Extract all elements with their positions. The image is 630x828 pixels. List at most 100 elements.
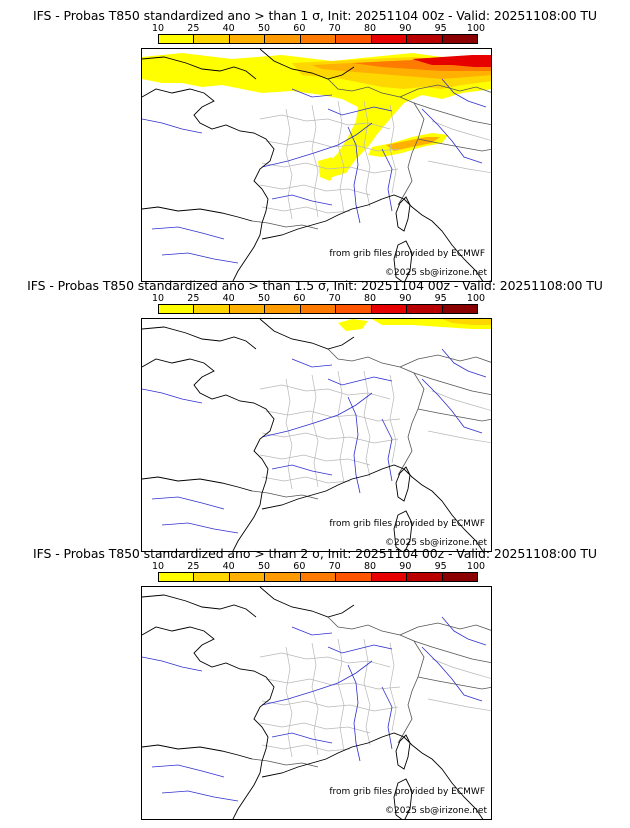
colorbar-swatch	[442, 573, 477, 581]
country-border	[399, 622, 491, 636]
department-border	[337, 100, 345, 214]
river	[161, 252, 239, 264]
department-border	[337, 370, 345, 484]
colorbar-tick-label: 10	[151, 293, 165, 304]
department-border	[311, 642, 319, 756]
department-border	[261, 432, 399, 444]
panel-title: IFS - Probas T850 standardized ano > tha…	[27, 278, 603, 293]
department-border	[363, 638, 371, 746]
source-credit: from grib files provided by ECMWF	[329, 787, 485, 797]
colorbar-tick-label: 25	[187, 561, 200, 572]
panel-sigma-2: IFS - Probas T850 standardized ano > tha…	[0, 546, 630, 822]
river	[381, 148, 393, 212]
colorbar-tick-label: 90	[399, 561, 412, 572]
river	[142, 118, 203, 134]
colorbar-tick-label: 60	[293, 293, 306, 304]
colorbar-tick-label: 10	[151, 561, 165, 572]
river	[327, 106, 393, 116]
coastline	[259, 587, 355, 618]
copyright: ©2025 sb@irizone.net	[385, 538, 487, 548]
colorbar-swatch	[194, 35, 230, 43]
river	[381, 418, 393, 482]
colorbar-swatch	[229, 305, 266, 313]
department-border	[363, 100, 371, 208]
colorbar-tick-label: 80	[363, 23, 377, 34]
country-border	[413, 102, 491, 126]
river	[441, 616, 487, 646]
island-outline	[395, 734, 411, 770]
map-france: from grib files provided by ECMWF ©2025 …	[141, 318, 492, 552]
colorbar-swatch	[265, 305, 301, 313]
colorbar-swatch	[159, 35, 195, 43]
colorbar-swatch	[300, 35, 337, 43]
colorbar-labels: 10 25 40 50 60 70 80 90 95 100	[150, 23, 490, 35]
probability-area	[338, 319, 368, 331]
colorbar-tick-label: 95	[434, 23, 447, 34]
river	[441, 348, 487, 378]
department-border	[261, 162, 399, 174]
panel-sigma-1-5: IFS - Probas T850 standardized ano > tha…	[0, 278, 630, 554]
colorbar-tick-label: 40	[222, 23, 235, 34]
coastline	[261, 464, 484, 551]
river	[151, 764, 225, 778]
river	[151, 496, 225, 510]
department-border	[311, 374, 319, 488]
colorbar-tick-label: 25	[187, 23, 200, 34]
colorbar-tick-label: 80	[363, 561, 377, 572]
colorbar-labels: 10 25 40 50 60 70 80 90 95 100	[150, 561, 490, 573]
colorbar-swatch	[336, 35, 372, 43]
river	[142, 388, 203, 404]
coastline	[142, 88, 275, 281]
country-border	[327, 616, 425, 744]
country-border	[327, 348, 425, 476]
coastline	[261, 732, 484, 819]
coastline	[142, 744, 253, 760]
colorbar-tick-label: 70	[328, 561, 341, 572]
river	[261, 122, 373, 168]
colorbar-swatch	[442, 305, 477, 313]
river	[291, 626, 333, 636]
river	[421, 646, 483, 702]
river	[261, 660, 373, 706]
coastline	[261, 194, 484, 281]
colorbar-tick-label: 10	[151, 23, 165, 34]
colorbar-tick-label: 25	[187, 293, 200, 304]
department-border	[431, 390, 491, 411]
department-border	[427, 430, 491, 444]
colorbar-swatch	[371, 305, 408, 313]
country-border	[417, 676, 491, 690]
colorbar-swatch	[407, 573, 443, 581]
map-canvas	[142, 587, 491, 819]
river	[327, 376, 393, 386]
colorbar	[158, 572, 478, 582]
island-outline	[393, 240, 413, 281]
department-border	[427, 698, 491, 712]
river	[271, 464, 333, 476]
coastline	[142, 358, 275, 551]
colorbar-swatch	[229, 573, 266, 581]
map-france: from grib files provided by ECMWF ©2025 …	[141, 48, 492, 282]
department-border	[431, 658, 491, 679]
map-canvas	[142, 319, 491, 551]
country-border	[417, 408, 491, 422]
department-border	[265, 678, 401, 690]
colorbar-swatch	[371, 573, 408, 581]
colorbar-swatch	[407, 35, 443, 43]
colorbar-swatch	[300, 573, 337, 581]
department-border	[389, 642, 397, 732]
copyright: ©2025 sb@irizone.net	[385, 806, 487, 816]
river	[327, 644, 393, 654]
probability-area	[442, 319, 491, 325]
department-border	[261, 206, 351, 214]
department-border	[285, 108, 293, 220]
colorbar	[158, 34, 478, 44]
colorbar-swatch	[194, 573, 230, 581]
department-border	[285, 646, 293, 758]
copyright: ©2025 sb@irizone.net	[385, 268, 487, 278]
department-border	[311, 104, 319, 218]
probability-area	[412, 55, 491, 67]
colorbar	[158, 304, 478, 314]
department-border	[265, 410, 401, 422]
colorbar-swatch	[300, 305, 337, 313]
colorbar-tick-label: 70	[328, 23, 341, 34]
